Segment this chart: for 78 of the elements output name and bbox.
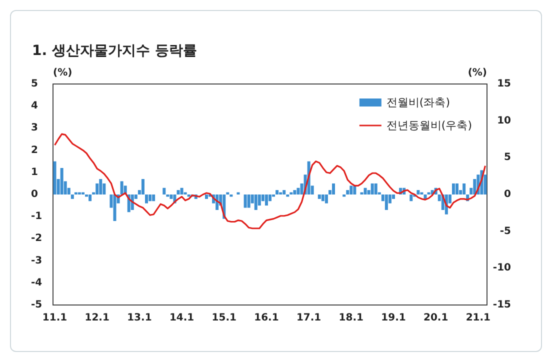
bar: [452, 183, 455, 194]
bar: [416, 190, 420, 194]
bar: [296, 188, 300, 194]
x-tick-label: 16.1: [254, 312, 279, 324]
x-tick-label: 18.1: [338, 312, 364, 324]
bar: [88, 194, 92, 202]
y-tick-label: -3: [31, 255, 42, 266]
y-tick-label: 5: [31, 78, 38, 90]
bar: [254, 194, 258, 210]
bar: [141, 179, 144, 194]
bar: [353, 186, 356, 194]
bar: [96, 183, 99, 194]
line-series: [54, 133, 486, 230]
y-axis-title: (%): [53, 68, 72, 78]
bar: [99, 179, 102, 194]
y2-axis-title: (%): [468, 68, 487, 78]
legend-label: 전년동월비(우축): [386, 119, 472, 132]
bar: [145, 194, 148, 204]
y-tick-label: -1: [31, 211, 42, 222]
bar: [258, 194, 261, 206]
y-tick-label: -5: [31, 300, 42, 310]
y2-tick-label: 0: [504, 189, 512, 200]
bar: [318, 194, 321, 199]
y-tick-label: 4: [31, 100, 38, 112]
bar: [374, 183, 378, 194]
y2-tick-label: 15: [497, 78, 512, 90]
bar: [276, 190, 279, 194]
x-tick-label: 12.1: [84, 312, 110, 324]
x-tick-label: 13.1: [127, 312, 152, 324]
bar: [364, 188, 367, 194]
bar: [293, 190, 296, 194]
bar: [70, 194, 74, 199]
bar: [162, 188, 166, 194]
bar: [324, 194, 328, 204]
x-tick-label: 21.1: [466, 312, 491, 324]
bar: [350, 186, 353, 194]
chart-title: 1. 생산자물가지수 등락률: [32, 42, 197, 60]
y-tick-label: -4: [31, 277, 42, 288]
bar: [180, 188, 184, 194]
y2-tick-label: 10: [497, 115, 512, 126]
x-tick-label: 14.1: [169, 312, 194, 324]
bar: [53, 161, 56, 194]
bar: [113, 194, 116, 222]
x-tick-label: 19.1: [381, 312, 406, 324]
bar: [247, 194, 250, 208]
bar: [176, 190, 180, 194]
y-tick-label: -2: [31, 233, 42, 244]
x-tick-label: 11.1: [42, 312, 68, 324]
bar: [370, 183, 374, 194]
bar: [384, 194, 388, 210]
bar: [120, 181, 124, 194]
y2-tick-label: -10: [492, 262, 512, 274]
legend-label: 전월비(좌축): [386, 96, 450, 109]
x-tick-label: 17.1: [296, 312, 322, 324]
bar: [332, 183, 336, 194]
y-tick-label: 1: [31, 166, 38, 178]
y2-tick-label: -15: [492, 300, 512, 310]
x-tick-label: 20.1: [423, 312, 448, 324]
y2-tick-label: 5: [504, 152, 512, 164]
bar: [264, 194, 268, 206]
bar: [410, 194, 413, 202]
bar: [102, 183, 106, 194]
bar: [244, 194, 247, 208]
bar: [456, 183, 459, 194]
x-tick-label: 15.1: [212, 312, 236, 324]
bar: [321, 194, 324, 202]
bar: [282, 190, 286, 194]
bar: [152, 194, 156, 202]
bar: [261, 194, 264, 202]
bar: [204, 194, 208, 199]
y2-tick-label: -5: [500, 226, 512, 237]
bar: [268, 194, 272, 202]
y-tick-label: 3: [31, 122, 38, 134]
bar: [462, 183, 466, 194]
bar: [60, 168, 64, 194]
bar: [148, 194, 152, 202]
y-tick-label: 2: [31, 144, 38, 156]
y-tick-label: 0: [31, 189, 38, 200]
